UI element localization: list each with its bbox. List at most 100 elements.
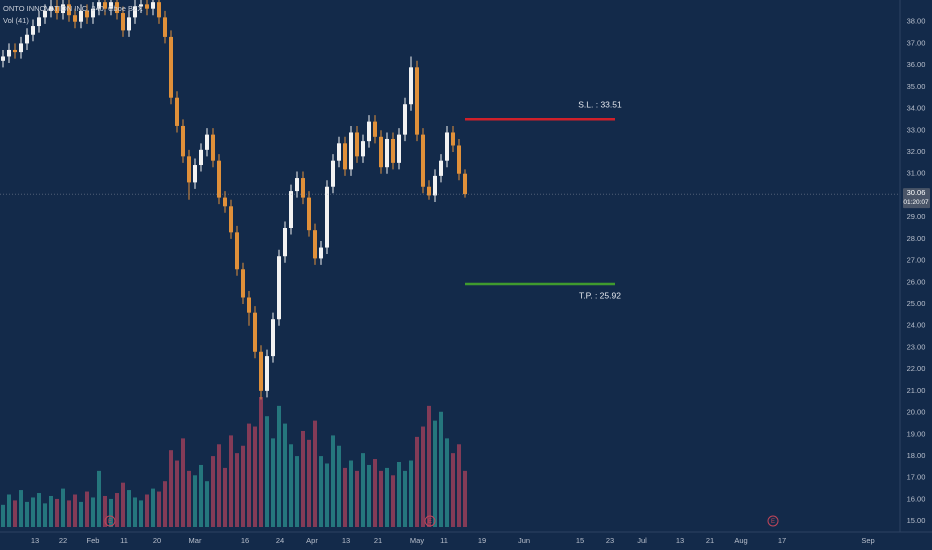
candle-body	[379, 136, 383, 168]
volume-bar	[235, 453, 239, 527]
volume-bar	[295, 456, 299, 527]
volume-bar	[319, 456, 323, 527]
earnings-marker	[767, 515, 779, 527]
x-tick-label: May	[410, 536, 424, 545]
candle-body	[349, 132, 353, 170]
x-tick-label: 13	[342, 536, 350, 545]
volume-bar	[337, 445, 341, 527]
candle-body	[427, 186, 431, 196]
volume-bar	[67, 500, 71, 527]
volume-bar	[61, 488, 65, 527]
y-tick-label: 29.00	[907, 212, 926, 221]
candle-body	[307, 197, 311, 231]
volume-bar	[403, 470, 407, 527]
candle-body	[283, 228, 287, 257]
volume-bar	[253, 426, 257, 527]
candle-body	[235, 232, 239, 270]
x-tick-label: 13	[676, 536, 684, 545]
volume-bar	[265, 416, 269, 527]
candle-body	[451, 132, 455, 146]
volume-bar	[85, 491, 89, 527]
volume-bar	[415, 436, 419, 527]
candle-body	[181, 125, 185, 157]
candle-layer	[1, 0, 467, 400]
candle-body	[421, 134, 425, 187]
level-label: S.L. : 33.51	[578, 99, 622, 109]
candle-body	[253, 312, 257, 352]
candle-body	[91, 8, 95, 18]
volume-bar	[49, 495, 53, 527]
y-tick-label: 27.00	[907, 256, 926, 265]
volume-bar	[13, 500, 17, 527]
volume-bar	[457, 444, 461, 527]
x-tick-label: Sep	[861, 536, 874, 545]
x-tick-label: 21	[374, 536, 382, 545]
y-tick-label: 25.00	[907, 299, 926, 308]
candle-body	[187, 156, 191, 183]
candle-body	[295, 178, 299, 192]
volume-bar	[169, 450, 173, 527]
candle-body	[367, 121, 371, 142]
volume-bar	[289, 444, 293, 527]
volume-bar	[205, 481, 209, 527]
volume-label: Vol (41)	[3, 16, 29, 25]
volume-bar	[373, 459, 377, 527]
volume-bar	[217, 444, 221, 527]
x-tick-label: Apr	[306, 536, 318, 545]
volume-bar	[163, 481, 167, 527]
candle-body	[109, 2, 113, 9]
candle-body	[229, 206, 233, 233]
volume-bar	[115, 493, 119, 527]
candle-body	[409, 67, 413, 105]
volume-bar	[421, 426, 425, 527]
candle-body	[373, 121, 377, 137]
candle-body	[49, 6, 53, 11]
candle-body	[139, 4, 143, 7]
earnings-marker	[104, 515, 116, 527]
y-tick-label: 38.00	[907, 17, 926, 26]
y-tick-label: 22.00	[907, 364, 926, 373]
candle-body	[1, 56, 5, 61]
countdown-label: 01:20:07	[903, 199, 929, 206]
candle-body	[55, 6, 59, 14]
candle-body	[355, 132, 359, 157]
candle-body	[397, 134, 401, 163]
candle-body	[247, 297, 251, 313]
candle-body	[145, 4, 149, 9]
volume-bar	[307, 439, 311, 527]
y-tick-label: 15.00	[907, 516, 926, 525]
volume-bar	[211, 456, 215, 527]
y-tick-label: 19.00	[907, 429, 926, 438]
candle-body	[277, 256, 281, 320]
volume-bar	[121, 482, 125, 527]
candle-body	[25, 34, 29, 44]
candle-body	[313, 230, 317, 259]
volume-bar	[427, 405, 431, 527]
candle-body	[157, 2, 161, 18]
candle-body	[31, 26, 35, 35]
x-tick-label: Aug	[734, 536, 747, 545]
candle-body	[325, 186, 329, 248]
volume-bar	[247, 423, 251, 527]
x-tick-label: Jun	[518, 536, 530, 545]
volume-bar	[343, 467, 347, 527]
earnings-label: E	[108, 519, 112, 525]
candle-body	[343, 143, 347, 170]
y-tick-label: 28.00	[907, 234, 926, 243]
volume-bar	[409, 460, 413, 527]
y-tick-label: 26.00	[907, 277, 926, 286]
candle-body	[439, 160, 443, 176]
volume-bar	[157, 491, 161, 527]
y-tick-label: 17.00	[907, 473, 926, 482]
earnings-label: E	[771, 519, 775, 525]
candle-body	[163, 17, 167, 37]
x-tick-label: 11	[440, 536, 448, 545]
candle-body	[103, 2, 107, 9]
volume-bar	[229, 435, 233, 527]
volume-bar	[283, 423, 287, 527]
candle-body	[175, 97, 179, 126]
volume-bar	[361, 453, 365, 527]
candle-body	[463, 173, 467, 195]
volume-bar	[127, 490, 131, 527]
candle-body	[199, 149, 203, 166]
